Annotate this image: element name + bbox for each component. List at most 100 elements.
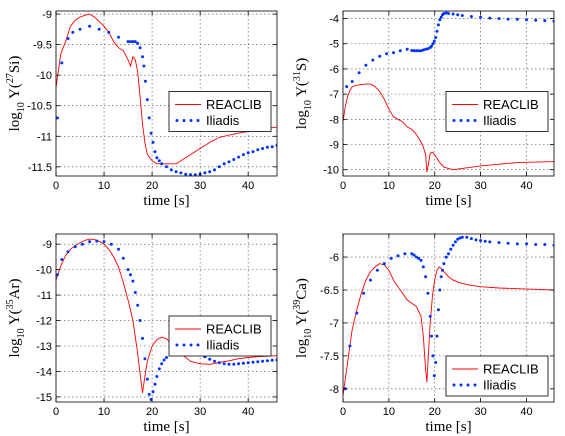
y-label-y: Y( bbox=[7, 309, 23, 328]
y-tick-label: -5 bbox=[329, 39, 339, 51]
y-label-superscript: 35 bbox=[5, 299, 16, 309]
x-tick-label: 0 bbox=[53, 406, 59, 418]
data-point bbox=[451, 243, 455, 247]
legend-swatch-dot bbox=[196, 343, 200, 347]
y-tick-label: -10 bbox=[36, 265, 52, 277]
data-point bbox=[147, 392, 151, 396]
data-point bbox=[133, 40, 137, 44]
series-iliadis bbox=[56, 24, 277, 176]
data-point bbox=[95, 239, 99, 243]
series-iliadis bbox=[345, 11, 554, 89]
data-point bbox=[256, 360, 260, 364]
data-point bbox=[398, 49, 402, 53]
data-point bbox=[389, 256, 393, 260]
x-tick-label: 30 bbox=[194, 180, 206, 192]
data-point bbox=[417, 49, 421, 53]
data-point bbox=[355, 311, 359, 315]
y-label-log: log bbox=[294, 338, 310, 358]
data-point bbox=[458, 236, 462, 240]
data-point bbox=[431, 354, 435, 358]
legend-swatch-dot bbox=[189, 119, 193, 122]
y-tick-label: -10.5 bbox=[27, 101, 52, 113]
data-point bbox=[419, 258, 423, 262]
data-point bbox=[474, 238, 478, 242]
data-point bbox=[441, 268, 444, 272]
data-point bbox=[497, 241, 501, 245]
y-axis-label: log10 Y(35Ar) bbox=[5, 278, 27, 357]
data-point bbox=[133, 291, 137, 294]
data-point bbox=[453, 240, 457, 244]
data-point bbox=[147, 116, 151, 120]
y-tick-label: -9 bbox=[42, 9, 52, 21]
x-axis-label: time [s] bbox=[143, 419, 189, 435]
data-point bbox=[460, 235, 464, 239]
x-tick-label: 40 bbox=[520, 180, 532, 192]
data-point bbox=[136, 41, 140, 45]
data-point bbox=[222, 162, 226, 166]
data-point bbox=[251, 150, 255, 154]
y-axis-label: log10 Y(31S) bbox=[292, 58, 314, 130]
data-point bbox=[417, 256, 421, 260]
data-point bbox=[421, 48, 425, 52]
panel-3: 0 10 20 30 40 -15 -14 -13 -12 -11 -10 -9 time [s] log… bbox=[5, 233, 278, 435]
data-point bbox=[232, 158, 236, 161]
data-point bbox=[60, 258, 64, 261]
data-point bbox=[153, 382, 157, 386]
x-tick-label: 40 bbox=[520, 406, 532, 418]
data-point bbox=[129, 273, 132, 277]
y-label-y: Y( bbox=[7, 83, 23, 102]
data-point bbox=[169, 168, 173, 172]
y-tick-label: -7 bbox=[329, 318, 339, 330]
data-point bbox=[442, 12, 446, 15]
data-point bbox=[60, 61, 64, 65]
data-point bbox=[345, 85, 349, 89]
data-point bbox=[534, 18, 538, 22]
data-point bbox=[426, 47, 430, 51]
data-point bbox=[447, 252, 450, 256]
x-tick-label: 20 bbox=[146, 180, 158, 192]
x-tick-label: 20 bbox=[429, 406, 441, 418]
data-point bbox=[431, 42, 435, 46]
y-tick-label: -9.5 bbox=[33, 40, 52, 52]
data-point bbox=[424, 47, 428, 51]
data-point bbox=[88, 240, 92, 244]
data-point bbox=[203, 171, 207, 175]
y-tick-label: -8 bbox=[329, 114, 339, 126]
data-point bbox=[149, 131, 153, 135]
data-point bbox=[155, 375, 159, 378]
y-label-log: log bbox=[7, 338, 23, 358]
data-point bbox=[465, 235, 469, 239]
y-label-y: Y( bbox=[294, 310, 310, 329]
data-point bbox=[80, 242, 84, 246]
legend-swatch-dot bbox=[459, 119, 463, 122]
data-point bbox=[246, 361, 250, 365]
data-point bbox=[488, 16, 492, 20]
data-point bbox=[362, 291, 366, 295]
data-point bbox=[136, 303, 140, 307]
data-point bbox=[424, 275, 428, 279]
data-point bbox=[432, 39, 436, 43]
data-point bbox=[227, 362, 231, 366]
y-tick-label: -4 bbox=[329, 14, 339, 26]
data-point bbox=[232, 362, 236, 366]
y-tick-label: -10 bbox=[36, 70, 52, 82]
data-point bbox=[270, 358, 274, 362]
data-point bbox=[107, 30, 111, 34]
y-label-y: Y( bbox=[294, 81, 310, 100]
data-point bbox=[442, 262, 446, 266]
x-axis-label: time [s] bbox=[425, 419, 471, 435]
data-point bbox=[348, 344, 352, 348]
y-label-log: log bbox=[7, 112, 23, 132]
data-point bbox=[97, 27, 101, 31]
data-point bbox=[435, 334, 439, 338]
data-point bbox=[434, 361, 438, 364]
y-tick-label: -9 bbox=[329, 140, 339, 152]
y-tick-label: -8 bbox=[329, 384, 339, 396]
series-line bbox=[343, 263, 554, 396]
data-point bbox=[265, 359, 269, 363]
data-point bbox=[515, 17, 519, 21]
legend-label: Iliadis bbox=[206, 113, 240, 128]
data-point bbox=[410, 252, 414, 256]
data-point bbox=[138, 319, 142, 322]
